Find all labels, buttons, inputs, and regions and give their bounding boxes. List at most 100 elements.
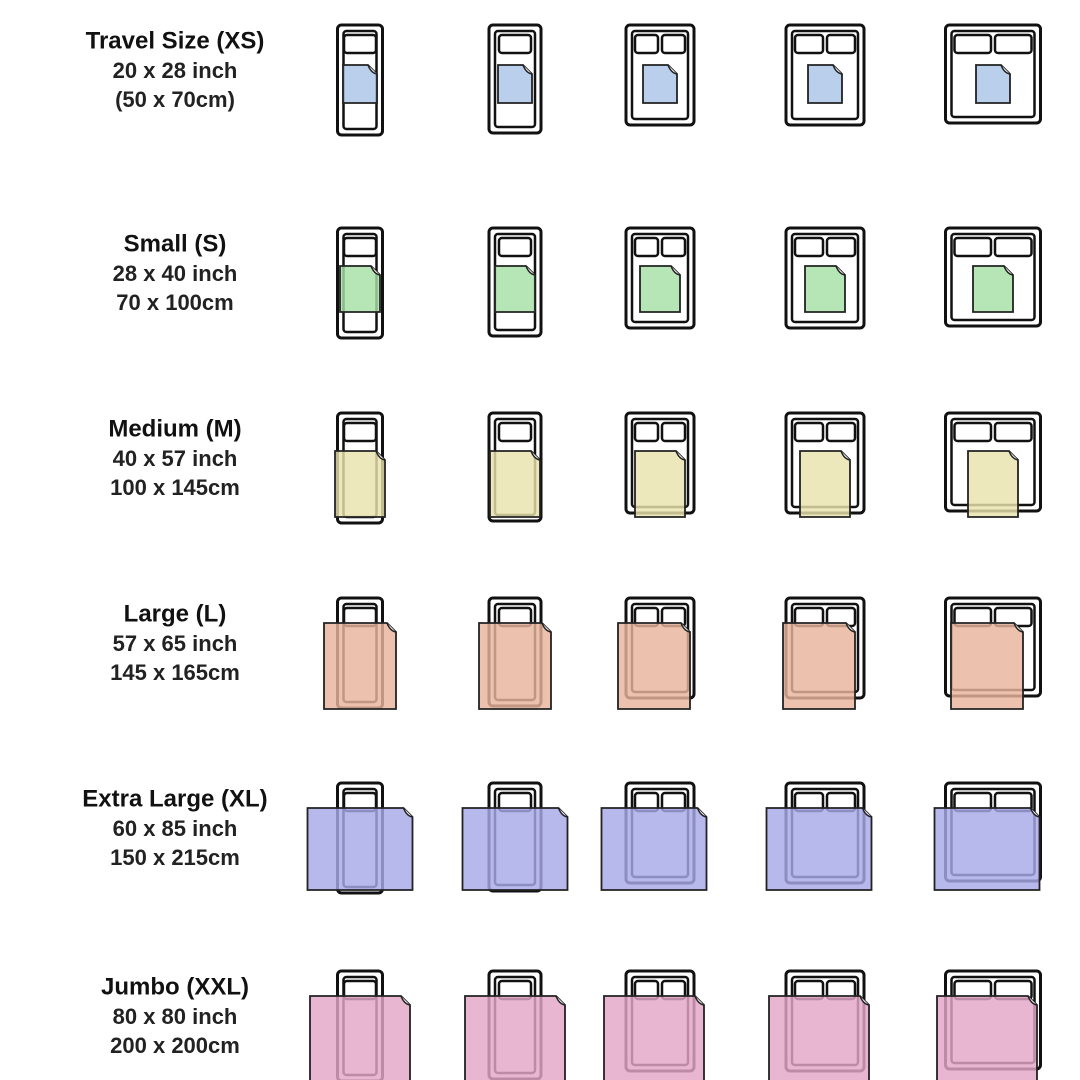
bed-illustration <box>309 969 411 1080</box>
blanket-fold <box>541 622 552 633</box>
blanket <box>933 807 1041 891</box>
blanket-fold <box>557 807 568 818</box>
pillow <box>993 421 1033 443</box>
blanket-fold <box>675 450 686 461</box>
blanket-fold <box>670 265 681 276</box>
size-inch: 28 x 40 inch <box>113 261 238 286</box>
blanket-fold <box>1029 807 1040 818</box>
blanket <box>975 64 1011 104</box>
blanket <box>967 450 1019 518</box>
blanket-fold <box>1003 265 1014 276</box>
blanket <box>342 64 378 104</box>
blanket <box>334 450 386 518</box>
blanket <box>494 265 536 313</box>
bed-illustration <box>487 23 543 135</box>
pillow <box>793 236 825 258</box>
bed-illustration <box>478 596 552 710</box>
bed-illustration <box>933 781 1042 891</box>
pillow <box>825 421 857 443</box>
blanket <box>765 807 873 891</box>
blanket <box>782 622 856 710</box>
blanket <box>936 995 1038 1080</box>
blanket-fold <box>1027 995 1038 1006</box>
blanket-fold <box>835 265 846 276</box>
pillow <box>633 421 660 443</box>
blanket <box>478 622 552 710</box>
blanket <box>634 450 686 518</box>
pillow <box>497 236 533 258</box>
bed-illustration <box>784 226 866 330</box>
size-name: Jumbo (XXL) <box>101 973 249 1000</box>
blanket-fold <box>1013 622 1024 633</box>
bed-illustration <box>765 781 873 891</box>
pillow <box>953 33 993 55</box>
pillow <box>660 421 687 443</box>
blanket-fold <box>555 995 566 1006</box>
blanket-fold <box>845 622 856 633</box>
blanket-fold <box>840 450 851 461</box>
size-inch: 40 x 57 inch <box>113 446 238 471</box>
blanket-fold <box>367 64 378 75</box>
bed-illustration <box>603 969 705 1080</box>
blanket <box>804 265 846 313</box>
blanket <box>464 995 566 1080</box>
bed-illustration <box>624 226 696 330</box>
blanket-fold <box>680 622 691 633</box>
bed-illustration <box>624 23 696 127</box>
pillow <box>993 236 1033 258</box>
mattress <box>790 29 860 121</box>
blanket <box>642 64 678 104</box>
size-cm: (50 x 70cm) <box>115 87 235 112</box>
blanket <box>639 265 681 313</box>
blanket <box>617 622 691 710</box>
bed-illustration <box>944 226 1042 328</box>
pillow <box>633 33 660 55</box>
size-inch: 20 x 28 inch <box>113 58 238 83</box>
pillow <box>793 33 825 55</box>
pillow <box>793 421 825 443</box>
blanket <box>489 450 541 518</box>
pillow <box>825 33 857 55</box>
blanket-fold <box>1008 450 1019 461</box>
pillow <box>993 33 1033 55</box>
blanket <box>950 622 1024 710</box>
bed-illustration <box>334 411 386 525</box>
bed-illustration <box>936 969 1042 1080</box>
blanket-fold <box>530 450 541 461</box>
bed-illustration <box>624 411 696 518</box>
bed-illustration <box>784 23 866 127</box>
size-cm: 145 x 165cm <box>110 660 240 685</box>
pillow <box>497 33 533 55</box>
size-name: Medium (M) <box>108 415 241 442</box>
pillow <box>342 33 378 55</box>
pillow <box>953 421 993 443</box>
bed-illustration <box>336 23 384 137</box>
blanket <box>603 995 705 1080</box>
mattress <box>493 29 537 129</box>
blanket-fold <box>696 807 707 818</box>
size-name: Extra Large (XL) <box>82 785 267 812</box>
bed-illustration <box>464 969 566 1080</box>
mattress <box>950 29 1036 119</box>
blanket-fold <box>859 995 870 1006</box>
size-name: Small (S) <box>124 230 227 257</box>
mattress <box>630 232 690 324</box>
pillow <box>660 33 687 55</box>
blanket-fold <box>402 807 413 818</box>
bed-illustration <box>617 596 696 710</box>
bed-illustration <box>600 781 708 891</box>
size-cm: 200 x 200cm <box>110 1033 240 1058</box>
size-inch: 60 x 85 inch <box>113 816 238 841</box>
bed-illustration <box>306 781 414 895</box>
blanket <box>306 807 414 891</box>
size-cm: 150 x 215cm <box>110 845 240 870</box>
bed-illustration <box>944 23 1042 125</box>
bed-illustration <box>768 969 870 1080</box>
blanket-fold <box>861 807 872 818</box>
pillow <box>633 236 660 258</box>
blanket <box>972 265 1014 313</box>
blanket-fold <box>667 64 678 75</box>
blanket-fold <box>370 265 381 276</box>
pillow <box>342 421 378 443</box>
